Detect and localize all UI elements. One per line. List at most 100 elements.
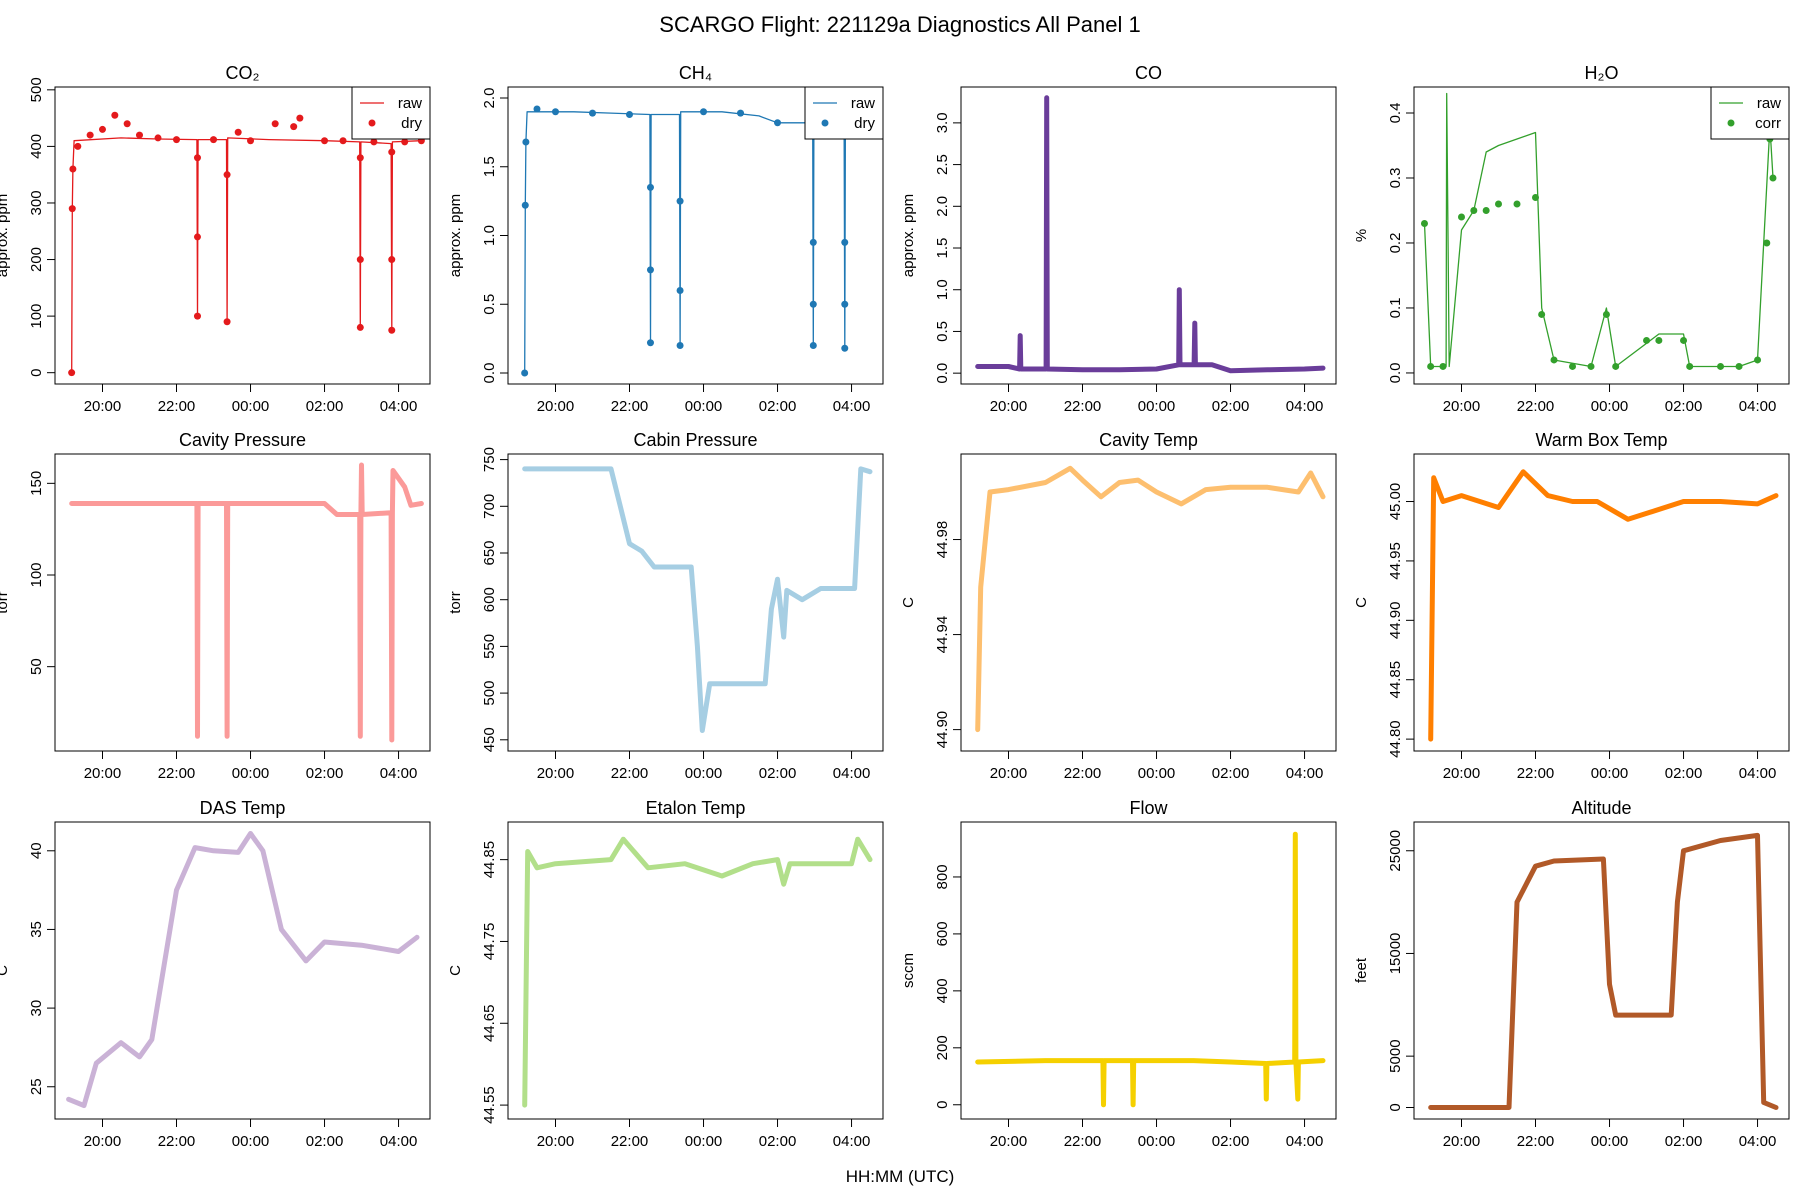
series-line [524,111,876,374]
y-tick-label: 44.94 [934,616,951,654]
x-tick-label: 00:00 [1138,1133,1176,1150]
y-tick-label: 100 [28,562,45,587]
point [388,148,396,156]
y-tick-label: 35 [28,921,45,938]
point [1587,362,1595,370]
y-tick-label: 45.00 [1387,483,1404,521]
y-tick-label: 44.85 [481,841,498,879]
legend-label: raw [1757,95,1781,112]
x-tick-label: 20:00 [84,1133,122,1150]
y-tick-label: 1.0 [481,225,498,246]
x-tick-label: 22:00 [611,398,649,415]
point [521,201,529,209]
panel: H₂O% 20:00 22:00 00:00 02:00 04:00 0.0 0.1 0.2 0.… [1353,63,1790,415]
point [123,120,131,128]
point [1538,310,1546,318]
y-tick-label: 50 [28,658,45,675]
y-tick-label: 0.4 [1387,103,1404,124]
y-axis-label: C [0,965,11,976]
panel: Altitude feet 20:00 22:00 00:00 02:00 04:00 0 50… [1353,798,1790,1150]
panel-title: Warm Box Temp [1535,430,1667,450]
legend-label: raw [851,95,875,112]
series-line [1428,469,1779,742]
x-tick-label: 02:00 [759,398,797,415]
plot-frame [54,86,431,385]
y-axis-label: approx. ppm [0,194,11,277]
point [774,119,782,127]
y-tick-label: 0.0 [481,363,498,384]
point [841,344,849,352]
point [69,165,77,173]
x-tick-label: 02:00 [306,398,344,415]
point [1550,356,1558,364]
x-tick-label: 20:00 [537,398,575,415]
legend-symbol [821,119,829,127]
panel: CO approx. ppm 20:00 22:00 00:00 02:00 04:00 0.… [900,63,1337,415]
point [388,256,396,264]
y-tick-label: 450 [481,727,498,752]
point [809,300,817,308]
x-tick-label: 22:00 [158,398,196,415]
plot-frame [960,821,1337,1120]
point [68,369,76,377]
plot-frame [507,86,884,385]
x-tick-label: 00:00 [685,765,723,782]
legend: raw dry [351,86,431,140]
x-tick-label: 00:00 [685,1133,723,1150]
point [1569,362,1577,370]
x-tick-label: 00:00 [232,765,270,782]
legend: raw dry [804,86,884,140]
x-tick-label: 02:00 [1665,765,1703,782]
panel: CH₄ approx. ppm 20:00 22:00 00:00 02:00 04:00 0… [447,63,884,415]
y-tick-label: 1.5 [481,156,498,177]
plot-area [975,95,1326,374]
y-tick-label: 5000 [1387,1039,1404,1072]
panel-title: Altitude [1571,798,1631,818]
series-line [975,831,1326,1108]
plot-area [68,111,425,377]
x-tick-label: 04:00 [833,765,871,782]
plot-area [1428,469,1779,742]
y-tick-label: 0 [1387,1103,1404,1111]
y-tick-label: 0.0 [1387,363,1404,384]
plot-area [66,831,420,1109]
x-tick-label: 04:00 [1286,765,1324,782]
y-tick-label: 500 [28,77,45,102]
point [521,369,529,377]
point [676,197,684,205]
legend-label: dry [854,115,875,132]
point [737,109,745,117]
point [154,134,162,142]
legend-label: raw [398,95,422,112]
point [809,342,817,349]
point [370,138,378,146]
point [135,131,143,139]
point [356,256,364,264]
y-tick-label: 44.95 [1387,542,1404,580]
x-tick-label: 02:00 [1212,398,1250,415]
point [193,154,201,162]
legend-box [351,86,431,140]
y-tick-label: 2.5 [934,154,951,175]
y-tick-label: 25000 [1387,830,1404,872]
point [646,266,654,274]
y-tick-label: 200 [28,247,45,272]
y-tick-label: 300 [28,190,45,215]
y-tick-label: 650 [481,540,498,565]
plot-frame [507,821,884,1120]
x-tick-label: 20:00 [990,765,1028,782]
series-line [522,836,873,1108]
point [193,233,201,241]
y-tick-label: 44.80 [1387,720,1404,758]
y-tick-label: 0.0 [934,363,951,384]
y-axis-label: feet [1353,957,1370,983]
plot-frame [1413,453,1790,752]
point [1643,336,1651,344]
panel-title: CO [1135,63,1162,83]
x-tick-label: 22:00 [1517,1133,1555,1150]
y-tick-label: 0.3 [1387,168,1404,189]
x-tick-label: 00:00 [232,1133,270,1150]
point [321,137,329,145]
y-axis-label: % [1353,229,1370,242]
